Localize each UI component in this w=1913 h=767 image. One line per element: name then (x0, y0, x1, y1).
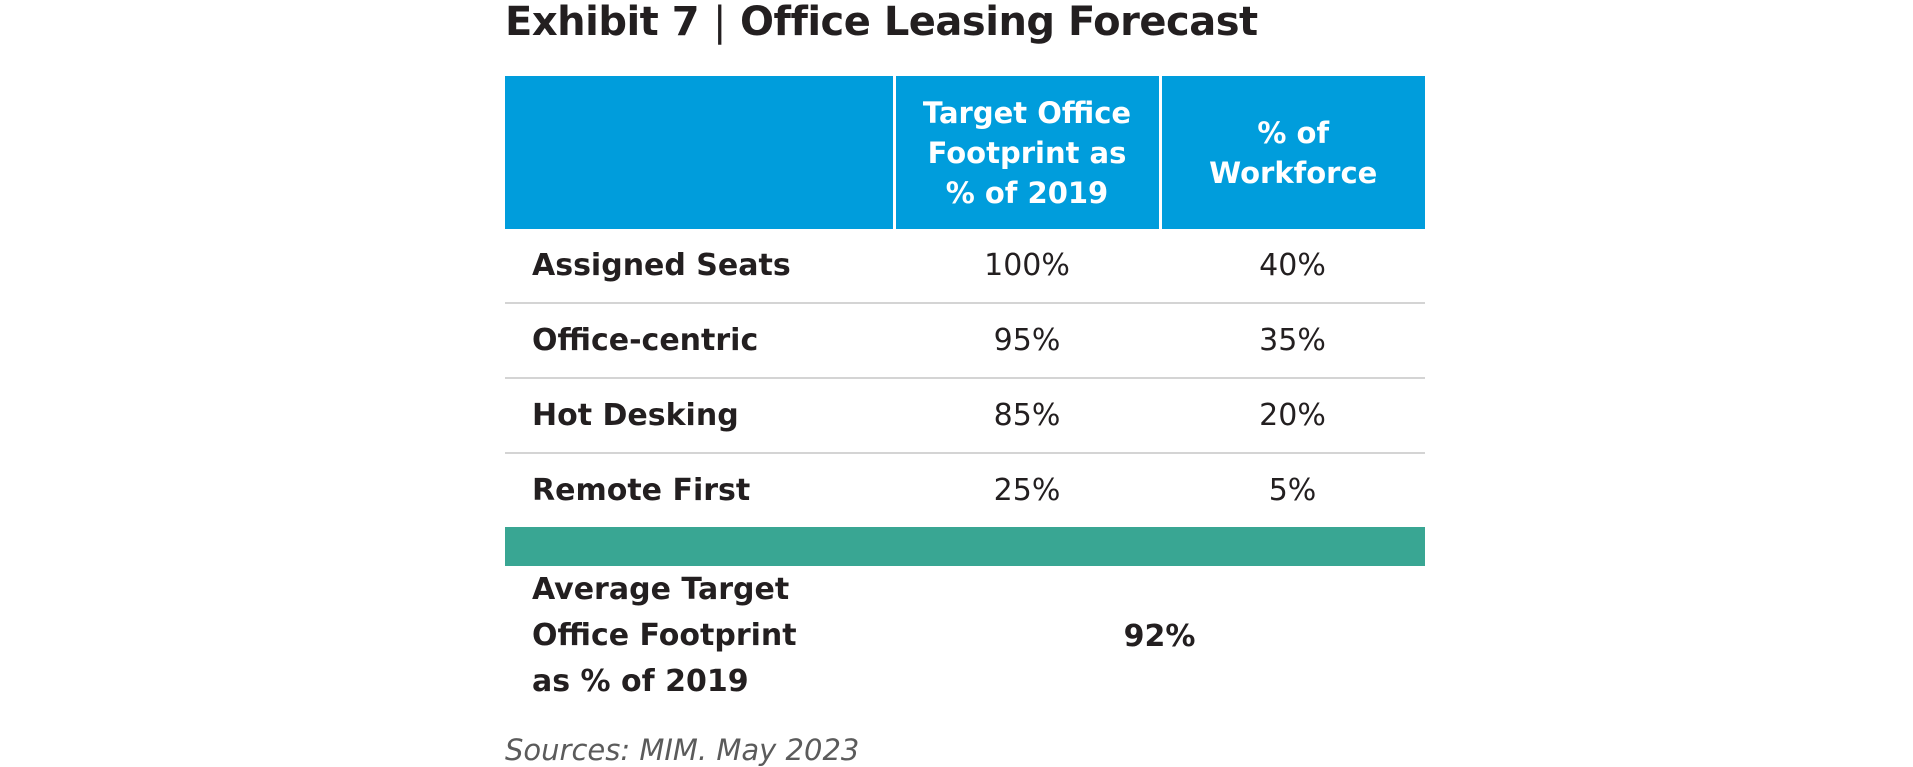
forecast-table: Target Office Footprint as % of 2019 % o… (505, 76, 1425, 706)
summary-band-cell (505, 527, 1425, 566)
header-empty (505, 76, 894, 229)
exhibit-number: Exhibit 7 (505, 0, 700, 45)
summary-value: 92% (1123, 618, 1196, 654)
row-footprint: 25% (993, 473, 1061, 508)
summary-row: Average Target Office Footprint as % of … (505, 566, 1425, 706)
row-footprint: 85% (894, 378, 1160, 454)
exhibit: Exhibit 7 | Office Leasing Forecast Target… (505, 0, 1425, 767)
exhibit-title: Exhibit 7 | Office Leasing Forecast (505, 0, 1425, 48)
row-label: Hot Desking (505, 378, 894, 454)
table-row: Office-centric 95% 35% (505, 303, 1425, 379)
row-footprint: 100% (894, 229, 1160, 304)
table-row: Remote First 25% 5% (505, 453, 1425, 527)
row-workforce: 35% (1160, 303, 1425, 379)
row-label: Remote First (532, 473, 751, 508)
row-label: Assigned Seats (505, 229, 894, 304)
summary-label: Average Target Office Footprint as % of … (505, 566, 894, 706)
row-workforce: 5% (1268, 473, 1317, 508)
header-workforce: % of Workforce (1158, 76, 1425, 229)
summary-divider-band (505, 527, 1425, 566)
title-separator: | (713, 0, 727, 45)
exhibit-name: Office Leasing Forecast (740, 0, 1258, 45)
summary-label-text: Average Target Office Footprint as % of … (532, 572, 797, 699)
header-footprint: Target Office Footprint as % of 2019 (892, 76, 1160, 229)
row-workforce: 20% (1160, 378, 1425, 454)
header-workforce-label: % of Workforce (1209, 115, 1378, 190)
header-row: Target Office Footprint as % of 2019 % o… (505, 76, 1425, 229)
table-row: Assigned Seats 100% 40% (505, 229, 1425, 304)
source-note: Sources: MIM. May 2023 (505, 733, 860, 767)
header-footprint-label: Target Office Footprint as % of 2019 (922, 95, 1132, 210)
row-workforce: 40% (1160, 229, 1425, 304)
row-footprint: 95% (894, 303, 1160, 379)
table-row: Hot Desking 85% 20% (505, 378, 1425, 454)
row-label: Office-centric (505, 303, 894, 379)
